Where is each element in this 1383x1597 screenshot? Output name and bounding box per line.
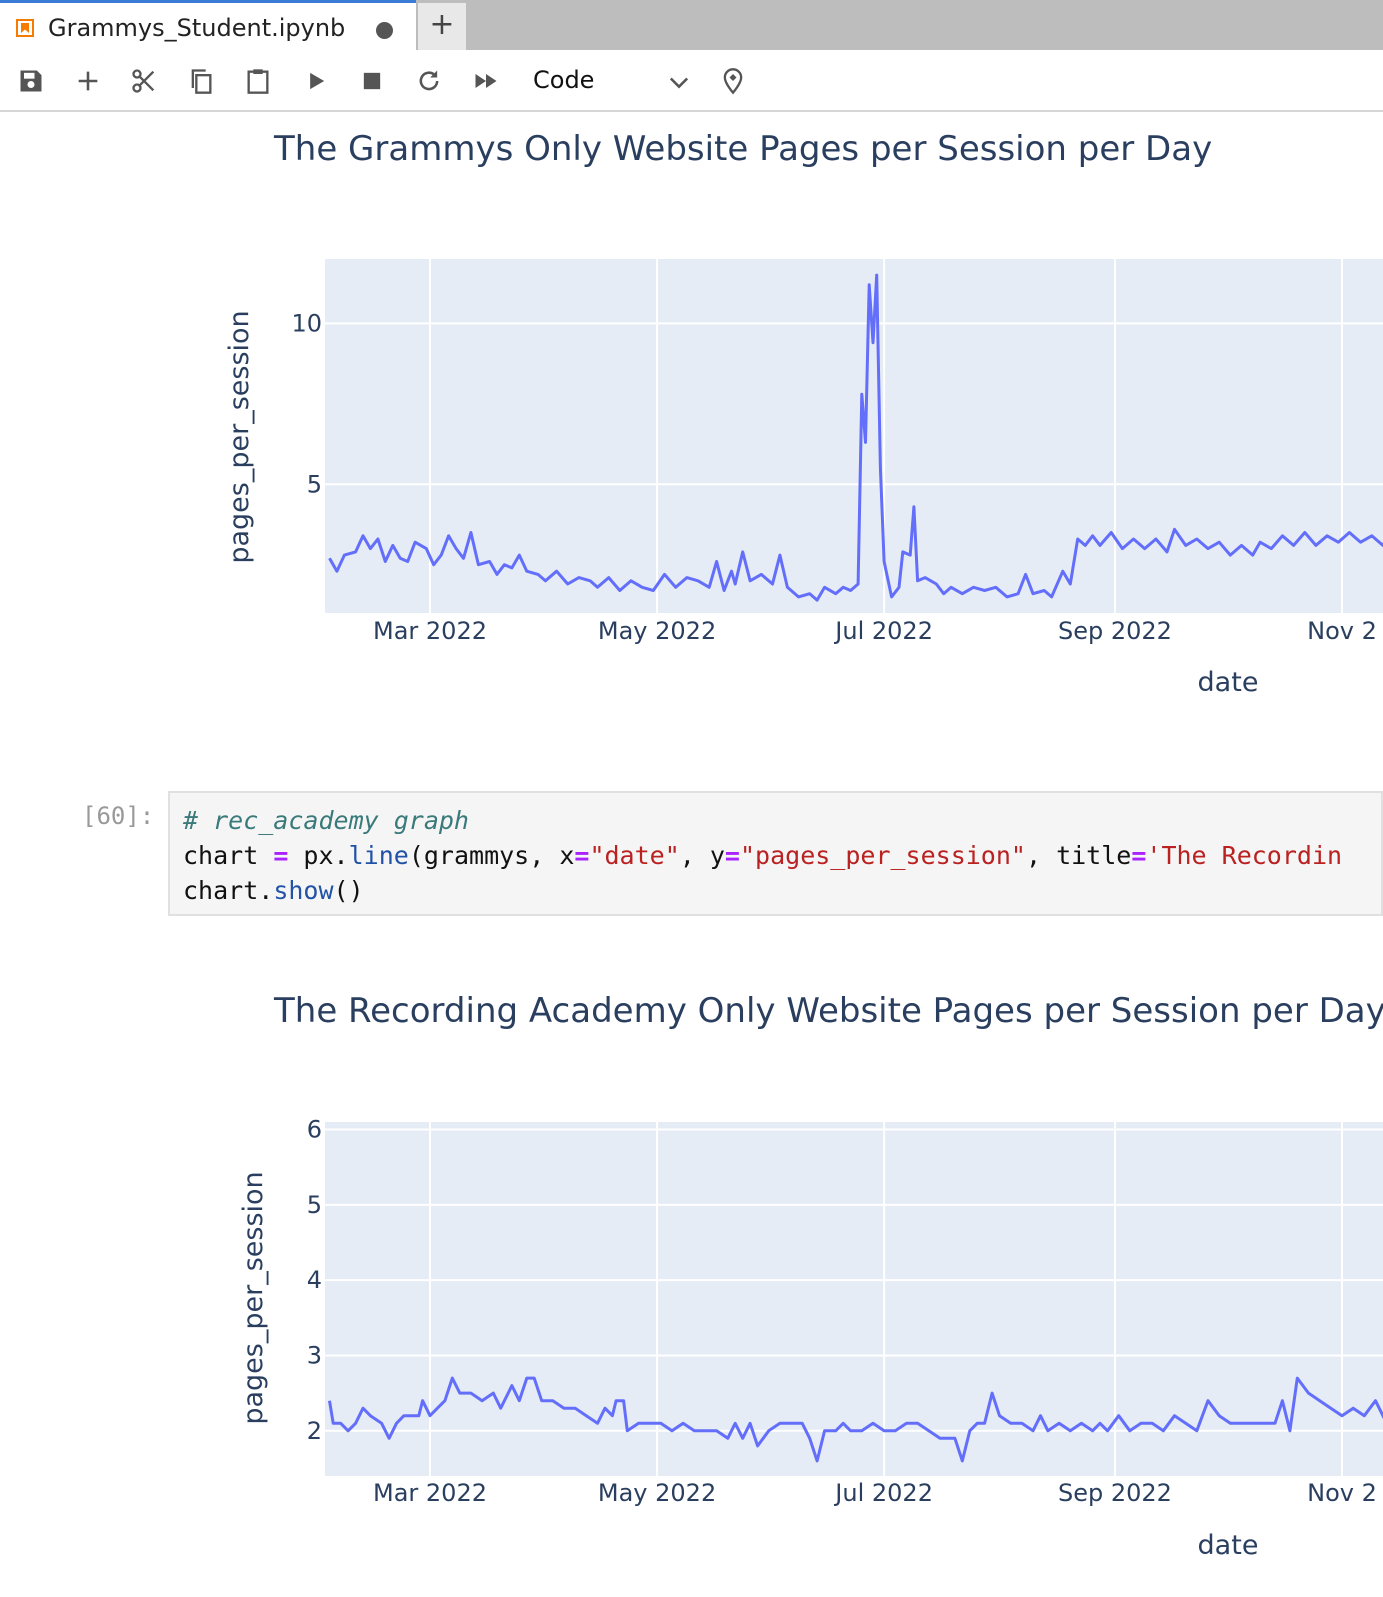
notebook-tab[interactable]: Grammys_Student.ipynb (0, 0, 416, 50)
run-icon (310, 72, 325, 90)
code-cell-editor[interactable]: # rec_academy graph chart = px.line(gramm… (168, 791, 1383, 916)
save-icon (20, 70, 42, 92)
tab-title: Grammys_Student.ipynb (48, 14, 346, 42)
chart-title: The Grammys Only Website Pages per Sessi… (274, 129, 1213, 169)
code-token: = (273, 841, 289, 870)
copy-icon (191, 69, 212, 94)
x-tick-label: Nov 2 (1307, 1479, 1377, 1507)
x-tick-label: Jul 2022 (833, 1479, 933, 1507)
code-token: "date" (589, 841, 680, 870)
x-axis-title: date (1198, 667, 1259, 698)
unsaved-indicator-icon[interactable] (376, 22, 393, 39)
x-tick-label: Mar 2022 (373, 1479, 487, 1507)
code-token: = (724, 841, 740, 870)
code-token: "pages_per_session" (739, 841, 1026, 870)
run-all-icon (475, 74, 497, 88)
code-token: chart. (183, 876, 274, 905)
code-line: chart = px.line(grammys, x="date", y="pa… (183, 838, 1381, 873)
y-tick-label: 5 (307, 1191, 322, 1219)
y-axis-title: pages_per_session (224, 310, 255, 563)
notebook-toolbar: Code (0, 50, 1383, 112)
code-token: = (1131, 841, 1147, 870)
code-token: show (273, 876, 334, 905)
run-button[interactable] (301, 64, 331, 98)
code-token: line (348, 841, 409, 870)
x-tick-label: Sep 2022 (1058, 617, 1172, 645)
chart-plot[interactable]: Mar 2022 May 2022 Jul 2022 Sep 2022 Nov 2 2 3 4… (0, 974, 1383, 1597)
code-line: # rec_academy graph (183, 803, 1381, 838)
debugger-button[interactable] (718, 64, 748, 98)
code-token: () (333, 876, 364, 905)
x-tick-label: Jul 2022 (833, 617, 933, 645)
code-token: = (574, 841, 590, 870)
x-tick-label: Sep 2022 (1058, 1479, 1172, 1507)
notebook-icon (16, 19, 34, 37)
x-tick-label: Nov 2 (1307, 617, 1377, 645)
x-axis-title: date (1198, 1530, 1259, 1561)
restart-button[interactable] (414, 64, 444, 98)
series-line[interactable] (328, 1376, 1383, 1463)
y-tick-label: 3 (307, 1341, 322, 1369)
paste-icon (247, 69, 269, 94)
plot-background (325, 1122, 1383, 1476)
y-tick-label: 2 (307, 1417, 322, 1445)
x-tick-label: May 2022 (598, 1479, 716, 1507)
cell-prompt: [60]: (82, 802, 155, 830)
stop-button[interactable] (357, 64, 387, 98)
y-tick-label: 10 (291, 309, 322, 337)
x-tick-label: Mar 2022 (373, 617, 487, 645)
code-token: px. (288, 841, 349, 870)
chart-title: The Recording Academy Only Website Pages… (274, 991, 1383, 1031)
y-axis-title: pages_per_session (238, 1171, 269, 1424)
chart-plot[interactable]: Mar 2022 May 2022 Jul 2022 Sep 2022 Nov 2 5 10… (0, 112, 1383, 752)
code-line: chart.show() (183, 873, 1381, 908)
code-token: chart (183, 841, 274, 870)
y-tick-label: 4 (307, 1266, 322, 1294)
recording-academy-chart: The Recording Academy Only Website Pages… (0, 974, 1383, 1597)
paste-button[interactable] (243, 64, 273, 98)
series-line[interactable] (328, 273, 1383, 602)
grammys-chart: The Grammys Only Website Pages per Sessi… (0, 112, 1383, 752)
stop-icon (363, 72, 381, 90)
code-token: # rec_academy graph (183, 806, 469, 835)
y-tick-label: 5 (307, 470, 322, 498)
code-token: (grammys, x (408, 841, 575, 870)
y-tick-label: 6 (307, 1116, 322, 1144)
copy-button[interactable] (186, 64, 216, 98)
plot-background (325, 259, 1383, 613)
save-button[interactable] (16, 64, 46, 98)
x-tick-label: May 2022 (598, 617, 716, 645)
new-tab-button[interactable]: + (418, 3, 466, 50)
debug-pin-icon (723, 68, 743, 95)
chevron-down-icon (669, 77, 689, 89)
cut-icon (132, 69, 155, 93)
cell-type-select[interactable]: Code (533, 66, 595, 94)
add-cell-button[interactable] (73, 64, 103, 98)
cell-type-dropdown[interactable] (664, 65, 694, 99)
restart-icon (419, 70, 439, 91)
cut-button[interactable] (129, 64, 159, 98)
run-all-button[interactable] (471, 64, 501, 98)
add-cell-icon (78, 71, 98, 91)
tab-bar: Grammys_Student.ipynb + (0, 0, 1383, 50)
code-token: , y (679, 841, 725, 870)
code-token: 'The Recordin (1146, 841, 1343, 870)
code-token: , title (1025, 841, 1132, 870)
